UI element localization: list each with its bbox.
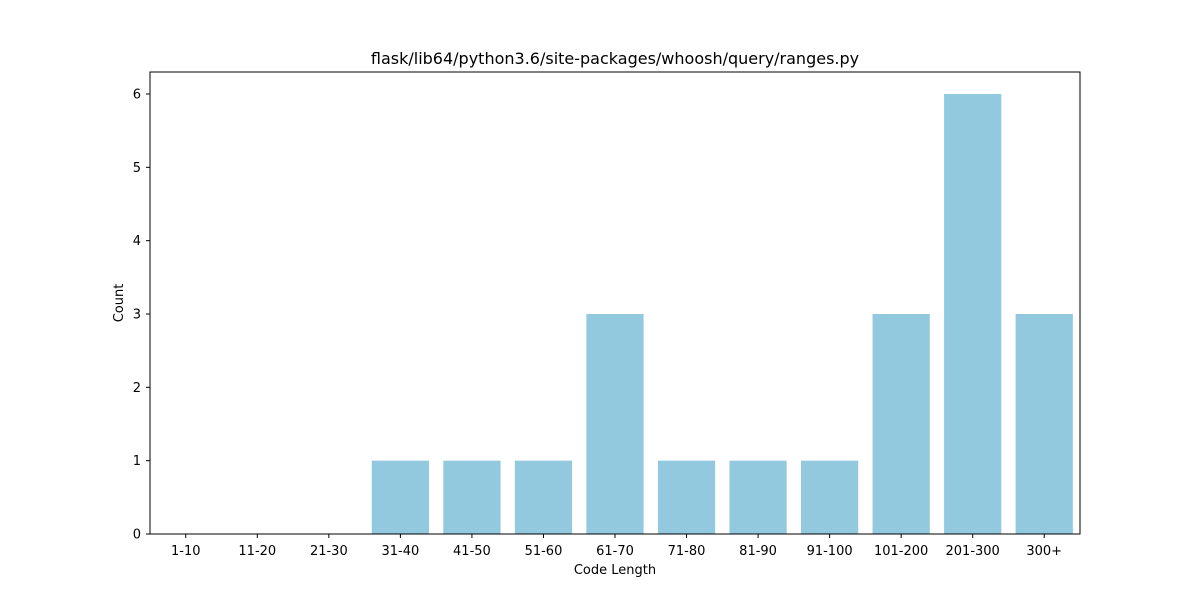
- y-tick-label: 3: [133, 308, 141, 323]
- x-tick-label: 81-90: [739, 544, 777, 559]
- x-axis-title: Code Length: [574, 563, 656, 578]
- x-tick-label: 300+: [1026, 544, 1062, 559]
- x-tick-label: 201-300: [946, 544, 1000, 559]
- bar-300+: [1015, 314, 1073, 534]
- y-tick-label: 6: [133, 88, 141, 103]
- bar-51-60: [514, 460, 573, 534]
- bar-101-200: [872, 314, 930, 534]
- x-tick-label: 1-10: [171, 544, 201, 559]
- bars-group: [371, 94, 1073, 534]
- x-tick-label: 71-80: [668, 544, 706, 559]
- x-tick-label: 91-100: [807, 544, 853, 559]
- x-tick-label: 51-60: [525, 544, 563, 559]
- x-tick-label: 11-20: [238, 544, 276, 559]
- bar-41-50: [443, 460, 501, 534]
- x-tick-label: 21-30: [310, 544, 348, 559]
- y-tick-label: 1: [133, 454, 141, 469]
- bar-81-90: [729, 460, 787, 534]
- bar-61-70: [586, 314, 644, 534]
- bar-71-80: [657, 460, 716, 534]
- x-tick-label: 101-200: [874, 544, 928, 559]
- x-tick-label: 31-40: [381, 544, 419, 559]
- chart-title: flask/lib64/python3.6/site-packages/whoo…: [371, 49, 859, 68]
- y-tick-label: 4: [133, 234, 141, 249]
- x-tick-label: 41-50: [453, 544, 491, 559]
- y-tick-label: 0: [133, 528, 141, 543]
- y-axis: 0 1 2 3 4 5 6: [133, 88, 150, 543]
- x-tick-label: 61-70: [596, 544, 634, 559]
- bar-91-100: [801, 460, 859, 534]
- y-tick-label: 2: [133, 381, 141, 396]
- y-tick-label: 5: [133, 161, 141, 176]
- bar-31-40: [371, 460, 429, 534]
- y-axis-title: Count: [112, 284, 127, 323]
- bar-201-300: [944, 94, 1002, 534]
- x-axis: 1-10 11-20 21-30 31-40 41-50 51-60 61-70 71-80 8…: [171, 534, 1062, 559]
